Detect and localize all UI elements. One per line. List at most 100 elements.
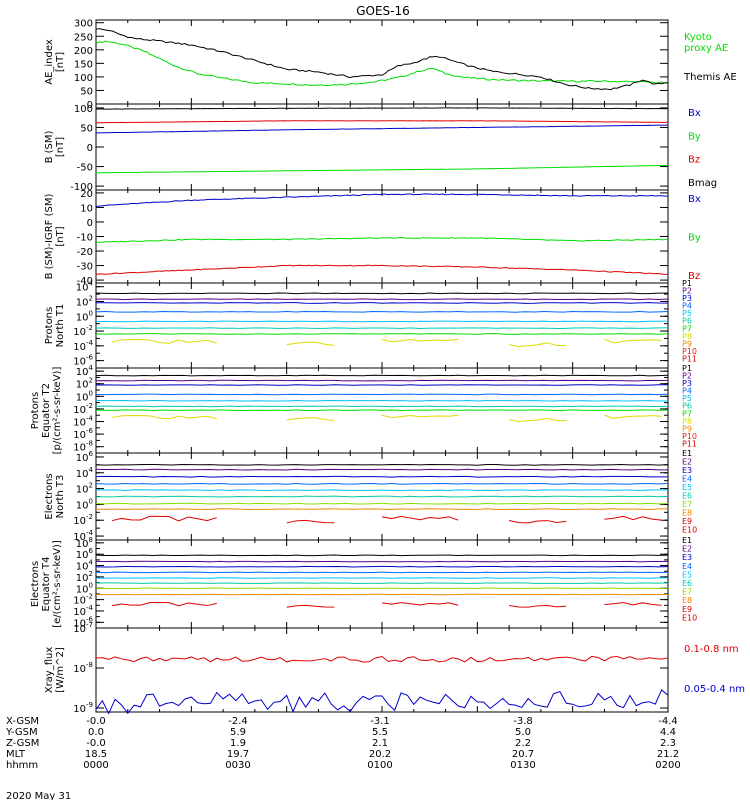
y-tick-exponent: 0 [89,497,93,505]
y-axis-label-line: [nT] [55,137,66,157]
footer-value: 2.1 [372,738,388,749]
legend-line: Bz [688,155,700,166]
y-tick-exponent: 0 [89,309,93,317]
series-line-p7 [95,333,669,335]
series-line-p6 [95,327,669,329]
y-tick-label: 102 [76,294,93,308]
legend-line: E6 [682,579,692,588]
legend-line: E4 [682,562,692,571]
panel-frame [95,19,669,105]
legend-line: P8 [682,417,692,426]
footer-value: 19.7 [227,749,249,760]
legend-e2: E2 [682,458,692,467]
y-tick-label: 104 [76,280,94,294]
y-tick-exponent: 8 [89,536,93,544]
footer-label-z-gsm: Z-GSM [6,738,39,749]
legend-line: P2 [682,287,692,296]
footer-value: 0200 [655,760,680,771]
legend-e1: E1 [682,536,692,545]
y-tick-label: -100 [70,182,93,193]
legend-line: E5 [682,483,692,492]
series-line-p1 [95,374,669,377]
panel-frame [95,103,669,191]
y-tick-exponent: -6 [86,354,94,362]
legend-line: P1 [682,364,692,373]
y-axis-label: ProtonsEquator T2[p/(cm²-s-sr-keV)] [30,367,63,455]
series-line-e1 [95,554,669,557]
series-line-p2 [95,298,669,301]
series-line-bz [95,264,669,276]
y-tick-label: 10-4 [73,339,93,353]
panel-frame [95,627,669,713]
legend-line: E8 [682,596,692,605]
legend-line: P3 [682,379,692,388]
y-tick-label: -20 [77,247,93,258]
y-tick-exponent: 0 [89,581,93,589]
legend-e3: E3 [682,553,692,562]
y-axis-label-line: North T3 [55,475,66,519]
footer-value: 20.7 [512,749,534,760]
footer-value: -0.0 [86,738,106,749]
legend-p3: P3 [682,294,692,303]
series-segment-e9 [604,602,662,606]
footer-value: 4.4 [660,727,676,738]
y-tick-label: 104 [76,466,94,480]
legend-line: P9 [682,424,692,433]
y-axis-label: AE_index[nT] [44,39,66,85]
legend-p3: P3 [682,379,692,388]
y-tick-label: 0 [87,143,93,154]
legend-line: Themis AE [683,72,737,83]
footer-value: 20.2 [369,749,391,760]
series-segment-e9 [111,515,217,522]
footer-label-x-gsm: X-GSM [6,716,39,727]
y-axis-label-line: Electrons [30,561,41,607]
series-segment-p8 [509,417,567,423]
legend-e3: E3 [682,466,692,475]
panel-7: 10810610410210010-210-410-6ElectronsEqua… [30,536,697,629]
series-line-p5 [95,399,669,402]
series-segment-p8 [111,415,217,420]
legend-line: Bx [688,194,701,205]
legend-e7: E7 [682,500,692,509]
legend-line: By [688,233,701,244]
legend-line: P11 [682,439,697,448]
y-tick-label: 106 [76,450,94,464]
y-tick-label: 150 [74,59,93,70]
legend-line: P7 [682,409,692,418]
legend-e2: E2 [682,545,692,554]
series-line-themis-ae [95,28,669,91]
series-line-e7 [95,502,669,505]
y-tick-exponent: -2 [86,402,93,410]
footer-value: 21.2 [657,749,679,760]
legend-bz: Bz [688,271,700,282]
legend-kyoto-proxy-ae: Kyoto proxy AE [684,32,728,54]
series-line-p5 [95,320,669,323]
y-axis-label-line: B (SM)-IGRF (SM) [44,194,55,280]
series-line-p6 [95,405,669,408]
y-axis-label: ElectronsEquator T4[e/(cm²-s-sr-keV)] [30,540,63,628]
legend-line: Bmag [688,178,717,189]
y-tick-label: 0 [87,100,93,111]
series-segment-e9 [381,602,459,606]
y-tick-label: 0 [87,218,93,229]
y-tick-exponent: -8 [86,661,93,669]
legend-line: P1 [682,279,692,288]
legend-p7: P7 [682,409,692,418]
series-segment-p8 [111,339,217,344]
y-tick-exponent: -4 [86,604,94,612]
legend-line: E1 [682,536,692,545]
y-tick-exponent: -2 [86,324,93,332]
footer-value: 5.0 [515,727,531,738]
legend-bx: Bx [688,108,701,119]
legend-line: E6 [682,492,692,501]
legend-e5: E5 [682,483,692,492]
y-axis-label-line: [e/(cm²-s-sr-keV)] [52,540,63,628]
legend-line: proxy AE [684,43,728,54]
y-tick-exponent: 6 [89,547,94,555]
footer-date: 2020 May 31 [6,791,71,800]
panel-5: 10410210010-210-410-610-8ProtonsEquator … [30,364,697,454]
y-axis-label: ProtonsNorth T1 [44,304,66,348]
series-segment-e9 [381,515,459,521]
